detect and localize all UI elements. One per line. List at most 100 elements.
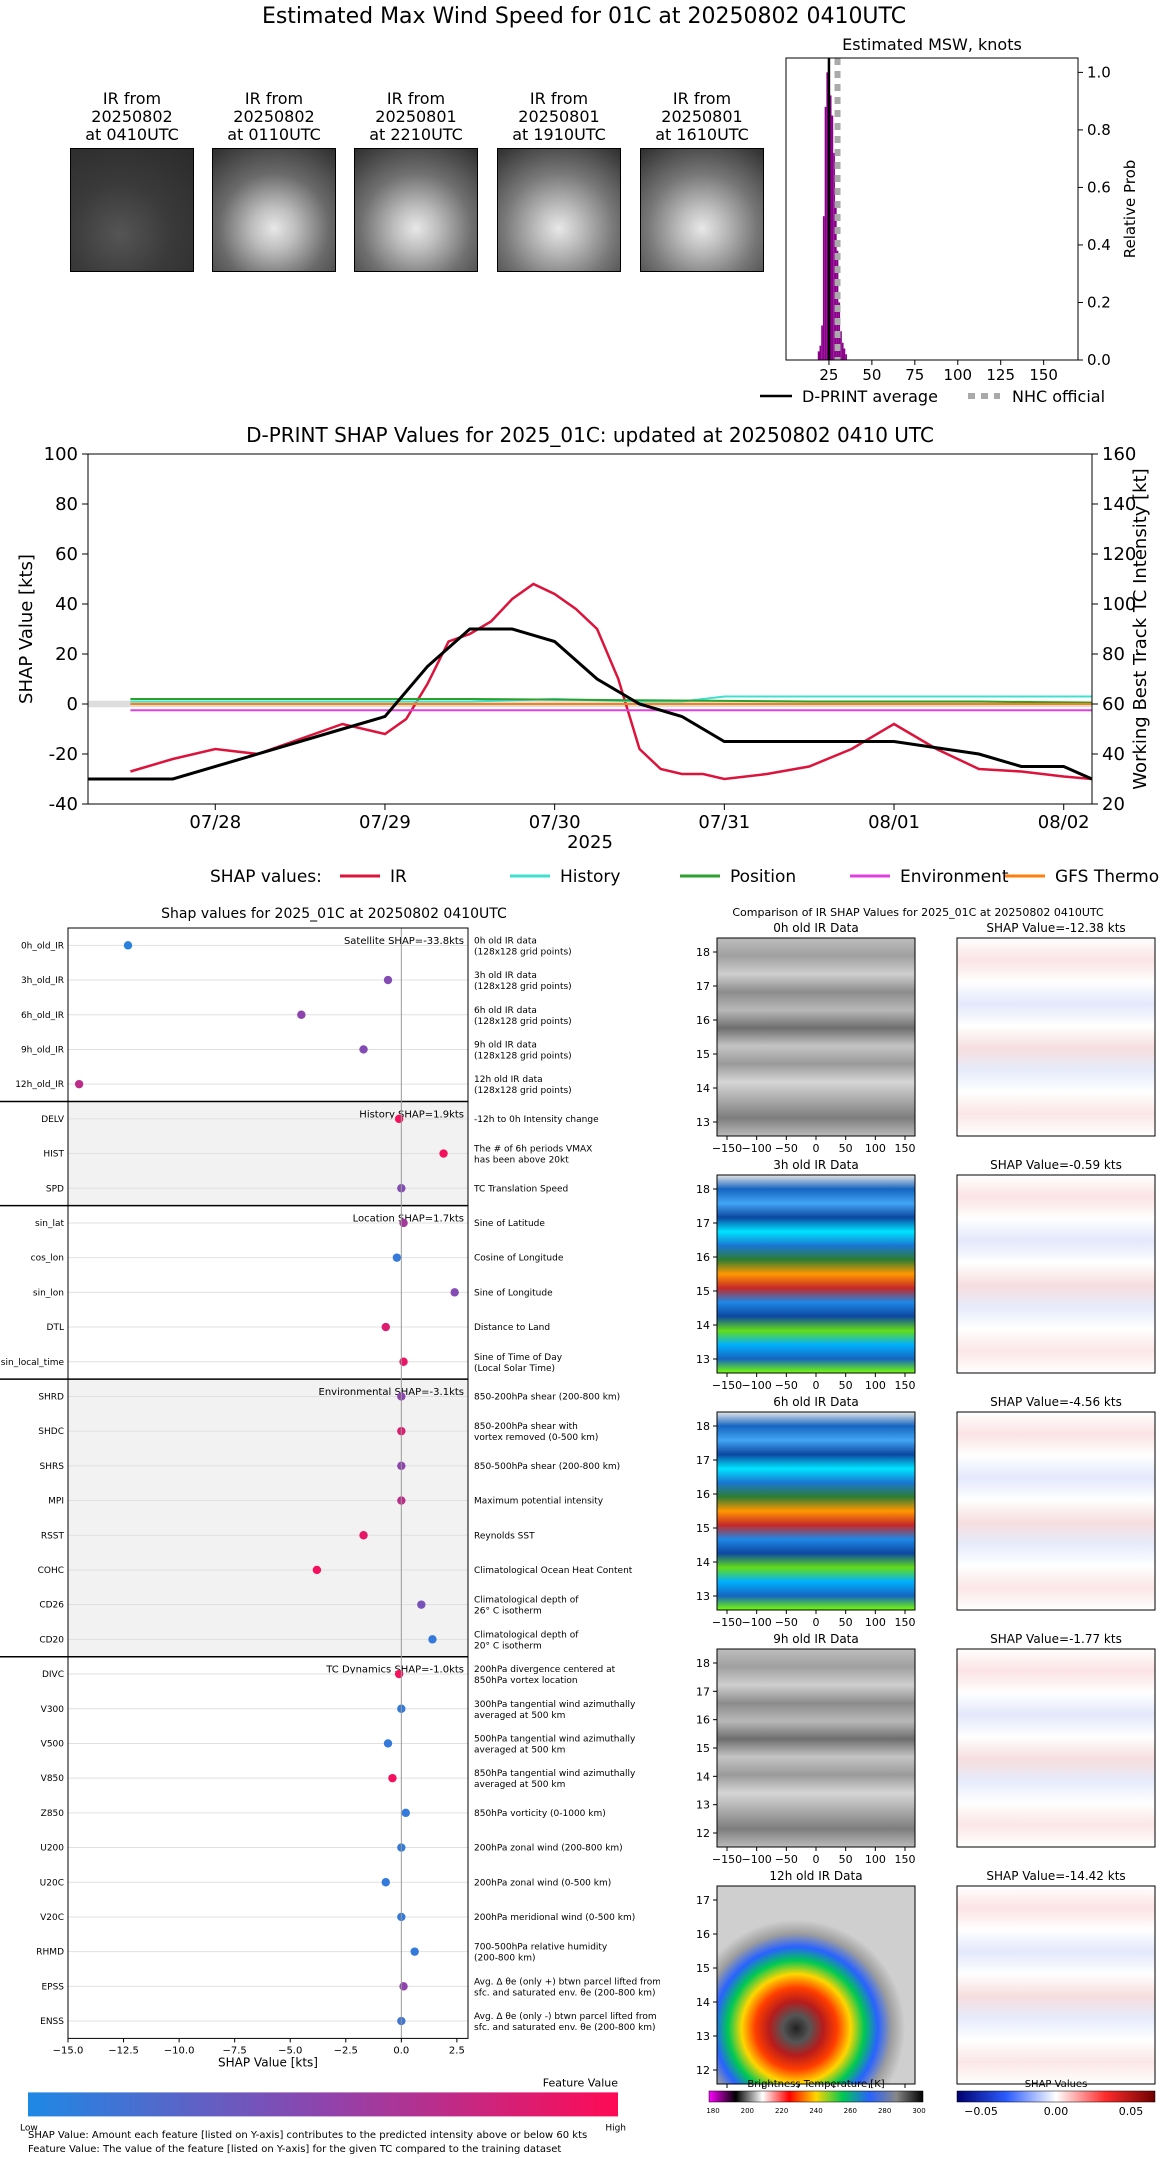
feature-description: (200-800 km) <box>474 1954 535 1964</box>
feature-description: has been above 20kt <box>474 1156 569 1166</box>
histogram-title: Estimated MSW, knots <box>842 35 1022 54</box>
group-shap-label: Environmental SHAP=-3.1kts <box>319 1387 465 1398</box>
group-band <box>68 1379 468 1657</box>
feature-description: Avg. Δ θe (only +) btwn parcel lifted fr… <box>474 1977 660 1987</box>
feature-point <box>359 1531 368 1540</box>
comparison-title: Comparison of IR SHAP Values for 2025_01… <box>732 906 1104 919</box>
histogram-bar <box>822 216 825 360</box>
feature-description: (128x128 grid points) <box>474 1017 572 1027</box>
feature-description: sfc. and saturated env. θe (200-800 km) <box>474 1988 656 1998</box>
histogram-x-tick-label: 150 <box>1029 366 1058 384</box>
y-tick-label: 80 <box>55 494 78 515</box>
feature-name: Z850 <box>41 1809 65 1819</box>
feature-point <box>383 1739 393 1748</box>
feature-x-tick-label: −2.5 <box>334 2045 358 2056</box>
x-tick-label: 07/31 <box>698 812 750 833</box>
ir-thumbnail-caption: at 1910UTC <box>512 125 606 144</box>
legend-label: Position <box>730 867 796 887</box>
shap-panel-image <box>957 1886 1155 2084</box>
feature-point <box>401 1808 410 1818</box>
ir-thumbnail-caption: 20250801 <box>661 107 743 126</box>
ir-y-tick-label: 15 <box>696 1285 710 1298</box>
histogram-bar <box>821 325 823 360</box>
ir-panel-title: 9h old IR Data <box>773 1632 859 1646</box>
y2-tick-label: 20 <box>1102 794 1125 815</box>
ir-thumbnail-caption: 20250801 <box>518 107 600 126</box>
shap-colorbar-label: SHAP Values <box>1025 2079 1088 2090</box>
ir-y-tick-label: 17 <box>696 980 710 993</box>
feature-description: 20° C isotherm <box>474 1641 542 1651</box>
feature-description: TC Translation Speed <box>473 1184 568 1194</box>
y2-tick-label: 60 <box>1102 694 1125 715</box>
colorbar-title: Feature Value <box>543 2076 619 2089</box>
feature-description: Distance to Land <box>474 1323 550 1333</box>
ir-thumbnail-caption: IR from <box>672 89 732 108</box>
feature-point <box>394 1114 404 1124</box>
feature-name: DELV <box>41 1115 65 1125</box>
feature-name: sin_local_time <box>1 1358 65 1368</box>
ir-panel-image <box>717 1886 915 2084</box>
shap-colorbar-tick: 0.05 <box>1119 2105 1144 2118</box>
feature-name: RHMD <box>36 1948 64 1958</box>
timeseries-frame <box>87 453 1093 805</box>
feature-point <box>399 1357 408 1366</box>
bt-colorbar-tick: 180 <box>706 2107 719 2115</box>
feature-name: COHC <box>38 1566 64 1576</box>
ir-y-tick-label: 16 <box>696 1488 710 1501</box>
ir-y-tick-label: 14 <box>696 1082 710 1095</box>
y2-axis-label: Working Best Track TC Intensity [kt] <box>1130 468 1151 789</box>
legend-dprint-label: D-PRINT average <box>802 387 938 406</box>
bt-colorbar <box>708 2090 924 2103</box>
ir-y-tick-label: 18 <box>696 1657 710 1670</box>
bt-colorbar-tick: 300 <box>912 2107 925 2115</box>
feature-description: Climatological Ocean Heat Content <box>474 1566 633 1576</box>
ir-panel-image <box>717 938 915 1136</box>
feature-description: 850hPa vorticity (0-1000 km) <box>474 1809 606 1819</box>
ir-y-tick-label: 17 <box>696 1217 710 1230</box>
y2-tick-label: 160 <box>1102 444 1136 465</box>
feature-point <box>388 1773 397 1783</box>
ir-y-tick-label: 15 <box>696 1048 710 1061</box>
ir-x-tick-label: −100 <box>742 1142 772 1155</box>
feature-x-tick-label: −7.5 <box>223 2045 247 2056</box>
ir-comparison-panels: Comparison of IR SHAP Values for 2025_01… <box>696 906 1156 2118</box>
feature-name: DIVC <box>42 1670 64 1680</box>
feature-name: CD26 <box>39 1601 64 1611</box>
ir-x-tick-label: 150 <box>895 1142 916 1155</box>
feature-description: 0h old IR data <box>474 936 537 946</box>
ir-x-tick-label: −150 <box>712 1853 742 1866</box>
feature-description: averaged at 500 km <box>474 1711 565 1721</box>
ir-y-tick-label: 13 <box>696 1590 710 1603</box>
shap-panel-frame <box>956 1885 1156 2085</box>
feature-name: 0h_old_IR <box>21 941 64 951</box>
ir-thumbnail: IR from 20250801 at 1910UTC <box>497 90 621 272</box>
shap-panel-image <box>957 938 1155 1136</box>
histogram-bar <box>819 345 822 360</box>
ir-x-tick-label: 50 <box>839 1853 853 1866</box>
ir-x-tick-label: −100 <box>742 1616 772 1629</box>
feature-point <box>381 1322 390 1332</box>
feature-name: sin_lon <box>33 1288 64 1298</box>
ir-satellite-image <box>497 148 621 272</box>
histogram-bar <box>841 342 844 360</box>
feature-name: 9h_old_IR <box>21 1045 64 1055</box>
histogram-y-tick-label: 0.8 <box>1087 121 1111 139</box>
ir-thumbnail-caption: 20250802 <box>91 107 173 126</box>
ir-thumbnail-caption: at 0110UTC <box>227 125 321 144</box>
feature-description: (128x128 grid points) <box>474 947 572 957</box>
feature-value-note: Feature Value: The value of the feature … <box>28 2144 562 2155</box>
bt-colorbar-tick: 280 <box>878 2107 891 2115</box>
feature-point <box>381 1878 390 1887</box>
feature-description: (128x128 grid points) <box>474 1086 572 1096</box>
feature-description: 200hPa meridional wind (0-500 km) <box>474 1913 635 1923</box>
ir-panel-title: 3h old IR Data <box>773 1158 859 1172</box>
feature-name: V20C <box>40 1913 64 1923</box>
shap-panel-frame <box>956 1648 1156 1848</box>
ir-y-tick-label: 14 <box>696 1319 710 1332</box>
x-axis-label: 2025 <box>567 832 613 853</box>
feature-description: averaged at 500 km <box>474 1780 565 1790</box>
ir-y-tick-label: 18 <box>696 1183 710 1196</box>
ir-y-tick-label: 13 <box>696 1799 710 1812</box>
feature-name: U200 <box>40 1844 64 1854</box>
feature-description: 850hPa vortex location <box>474 1676 578 1686</box>
